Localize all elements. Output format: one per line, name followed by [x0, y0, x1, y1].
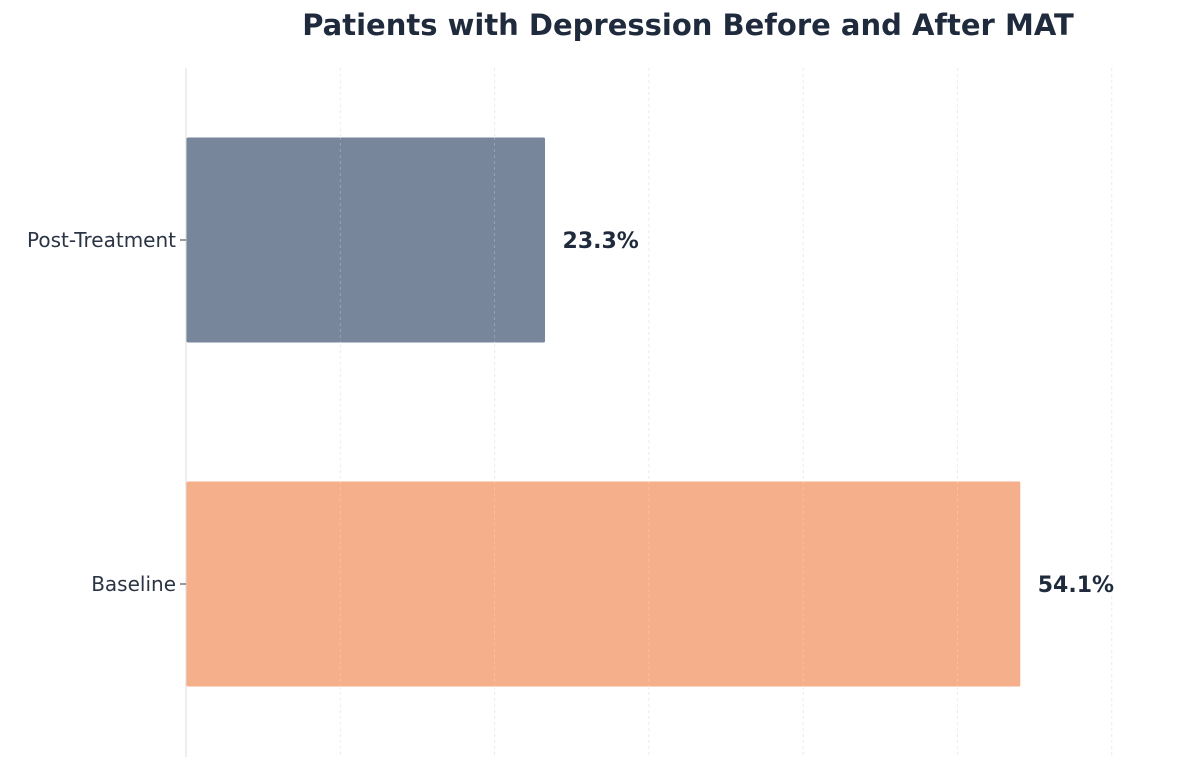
y-axis-ticks: Post-Treatment Baseline: [27, 228, 186, 596]
value-label-post-treatment: 23.3%: [563, 229, 639, 254]
bar-post-treatment: [185, 136, 547, 344]
chart-title: Patients with Depression Before and Afte…: [302, 8, 1074, 42]
value-label-baseline: 54.1%: [1038, 573, 1114, 598]
bar-baseline: [185, 480, 1022, 688]
y-tick-label-post-treatment: Post-Treatment: [27, 228, 176, 252]
bars: [185, 136, 1022, 688]
value-labels: 23.3% 54.1%: [563, 229, 1115, 598]
y-tick-label-baseline: Baseline: [91, 572, 176, 596]
